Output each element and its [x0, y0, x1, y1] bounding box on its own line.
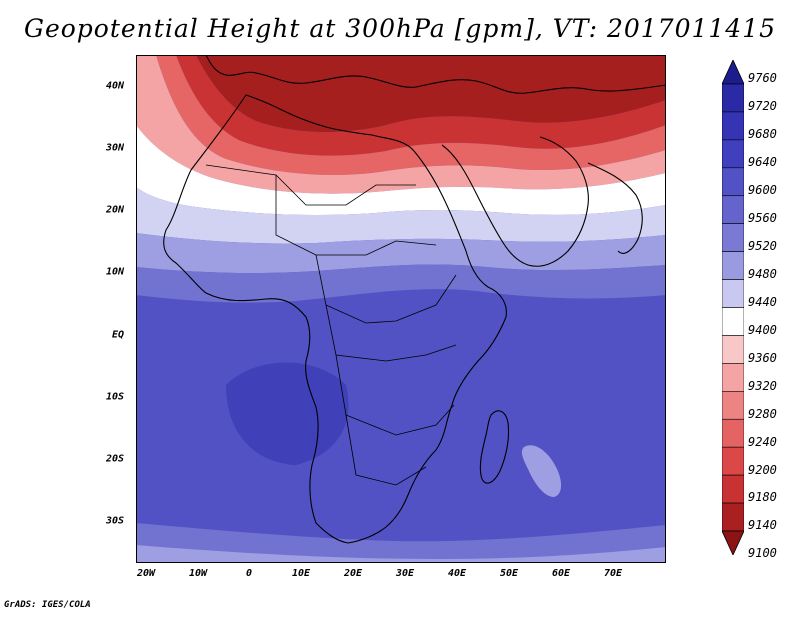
lat-label-30n: 30N: [105, 142, 124, 154]
footer-credit: GrADS: IGES/COLA: [4, 600, 91, 610]
lon-label-70e: 70E: [603, 568, 623, 579]
madagascar-coastline: [479, 410, 510, 484]
geopotential-map: [136, 55, 666, 563]
lat-label-10n: 10N: [105, 266, 124, 278]
colorbar-bottom-arrow: [722, 530, 744, 555]
colorbar-segment: [722, 391, 744, 420]
lon-label-50e: 50E: [499, 568, 519, 579]
lat-label-eq: EQ: [111, 329, 124, 341]
colorbar-segment: [722, 139, 744, 169]
lon-label-20w: 20W: [136, 568, 156, 579]
colorbar-label: 9240: [748, 434, 777, 449]
colorbar-label: 9600: [748, 183, 777, 198]
field-band-light-blue: [136, 233, 666, 274]
colorbar-segment: [722, 446, 744, 476]
field-band-white: [136, 125, 666, 215]
colorbar-label: 9400: [748, 322, 777, 337]
lon-label-20e: 20E: [343, 568, 363, 579]
colorbar-segment: [722, 111, 744, 141]
colorbar-segment: [722, 418, 744, 448]
colorbar-label: 9200: [748, 462, 777, 477]
field-band-deep-red: [196, 55, 666, 133]
africa-coastline: [163, 94, 507, 544]
lon-label-60e: 60E: [551, 568, 571, 579]
europe-coastline: [205, 55, 666, 94]
field-band-light-red: [156, 55, 666, 175]
coastlines: [163, 55, 666, 544]
colorbar-segment: [722, 167, 744, 197]
colorbar-label: 9760: [748, 71, 777, 86]
colorbar-segment: [722, 474, 744, 504]
lon-label-40e: 40E: [447, 568, 467, 579]
colorbar-label: 9720: [748, 99, 777, 114]
field-band-pink: [136, 55, 666, 194]
colorbar-segment: [722, 195, 744, 224]
lon-label-10e: 10E: [291, 568, 311, 579]
colorbar-segment: [722, 279, 744, 308]
arabia-coastline: [441, 136, 589, 267]
interior-borders: [205, 164, 457, 486]
colorbar-label: 9360: [748, 350, 777, 365]
colorbar-label: 9480: [748, 266, 777, 281]
field-band-red: [176, 55, 666, 156]
colorbar-segment: [722, 307, 744, 336]
field-band-pale-blue: [136, 187, 666, 244]
india-coastline: [587, 162, 643, 254]
colorbar-label: 9520: [748, 239, 777, 254]
colorbar-label: 9140: [748, 518, 777, 533]
colorbar-label: 9440: [748, 294, 777, 309]
field-band-light-blue-south: [136, 545, 666, 563]
lat-label-20s: 20S: [105, 453, 124, 465]
lon-label-30e: 30E: [395, 568, 415, 579]
colorbar-segment: [722, 363, 744, 392]
colorbar-segment: [722, 83, 744, 113]
field-band-mid-blue: [136, 264, 666, 303]
lon-label-0: 0: [245, 568, 253, 579]
lat-label-10s: 10S: [105, 391, 124, 403]
lat-label-20n: 20N: [105, 204, 124, 216]
colorbar-segment: [722, 335, 744, 364]
colorbar-segment: [722, 223, 744, 252]
colorbar: [722, 60, 744, 555]
field-blob-light: [521, 445, 562, 497]
field-band-mid-blue-south: [136, 523, 666, 563]
colorbar-segment: [722, 502, 744, 532]
colorbar-label: 9680: [748, 127, 777, 142]
map-plot-area: [136, 55, 666, 563]
colorbar-label: 9180: [748, 490, 777, 505]
lon-label-10w: 10W: [188, 568, 208, 579]
colorbar-label: 9560: [748, 211, 777, 226]
map-title: Geopotential Height at 300hPa [gpm], VT:…: [23, 14, 777, 43]
colorbar-top-arrow: [722, 60, 744, 85]
lat-label-40n: 40N: [105, 80, 124, 92]
colorbar-label: 9320: [748, 378, 777, 393]
map-frame: [136, 55, 666, 563]
colorbar-label: 9640: [748, 155, 777, 170]
colorbar-label: 9280: [748, 406, 777, 421]
colorbar-segment: [722, 251, 744, 280]
lat-label-30s: 30S: [105, 515, 124, 527]
colorbar-label: 9100: [748, 546, 777, 561]
